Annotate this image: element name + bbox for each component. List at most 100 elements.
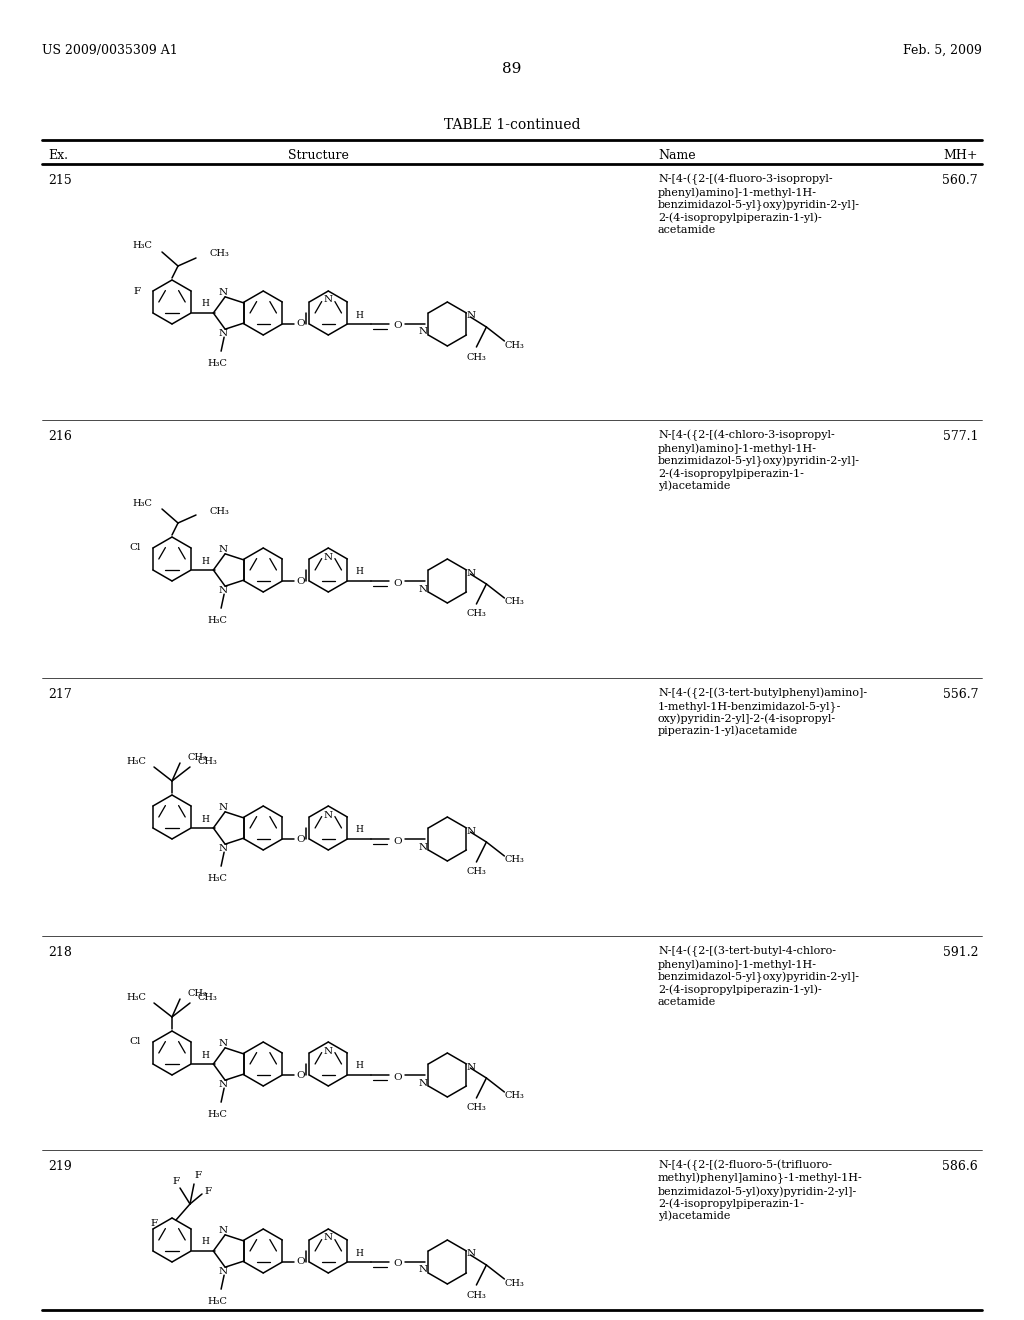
Text: H₃C: H₃C <box>132 499 152 507</box>
Text: MH+: MH+ <box>943 149 978 162</box>
Text: O: O <box>296 1071 304 1080</box>
Text: 217: 217 <box>48 688 72 701</box>
Text: CH₃: CH₃ <box>505 1092 524 1101</box>
Text: H: H <box>355 1061 364 1071</box>
Text: H₃C: H₃C <box>207 1110 227 1118</box>
Text: N: N <box>419 1266 428 1275</box>
Text: CH₃: CH₃ <box>198 756 218 766</box>
Text: Cl: Cl <box>130 1038 141 1047</box>
Text: N: N <box>324 296 333 305</box>
Text: H₃C: H₃C <box>207 615 227 624</box>
Text: H₃C: H₃C <box>126 993 146 1002</box>
Text: N: N <box>467 1063 476 1072</box>
Text: 577.1: 577.1 <box>942 430 978 444</box>
Text: N: N <box>218 843 227 853</box>
Text: H₃C: H₃C <box>207 874 227 883</box>
Text: O: O <box>296 577 304 586</box>
Text: H₃C: H₃C <box>132 242 152 251</box>
Text: N: N <box>467 569 476 578</box>
Text: O: O <box>393 837 401 846</box>
Text: N-[4-({2-[(3-tert-butylphenyl)amino]-
1-methyl-1H-benzimidazol-5-yl}-
oxy)pyridi: N-[4-({2-[(3-tert-butylphenyl)amino]- 1-… <box>658 688 867 737</box>
Text: N: N <box>218 804 227 812</box>
Text: CH₃: CH₃ <box>505 341 524 350</box>
Text: H₃C: H₃C <box>207 1296 227 1305</box>
Text: H: H <box>201 300 209 309</box>
Text: N: N <box>467 312 476 321</box>
Text: 591.2: 591.2 <box>942 946 978 960</box>
Text: N-[4-({2-[(4-fluoro-3-isopropyl-
phenyl)amino]-1-methyl-1H-
benzimidazol-5-yl}ox: N-[4-({2-[(4-fluoro-3-isopropyl- phenyl)… <box>658 174 860 235</box>
Text: Feb. 5, 2009: Feb. 5, 2009 <box>903 44 982 57</box>
Text: N: N <box>218 1080 227 1089</box>
Text: N: N <box>324 1047 333 1056</box>
Text: 216: 216 <box>48 430 72 444</box>
Text: US 2009/0035309 A1: US 2009/0035309 A1 <box>42 44 178 57</box>
Text: N: N <box>218 1267 227 1275</box>
Text: Structure: Structure <box>288 149 348 162</box>
Text: H: H <box>355 310 364 319</box>
Text: 218: 218 <box>48 946 72 960</box>
Text: N-[4-({2-[(4-chloro-3-isopropyl-
phenyl)amino]-1-methyl-1H-
benzimidazol-5-yl}ox: N-[4-({2-[(4-chloro-3-isopropyl- phenyl)… <box>658 430 860 491</box>
Text: CH₃: CH₃ <box>188 752 208 762</box>
Text: O: O <box>296 1258 304 1266</box>
Text: O: O <box>296 834 304 843</box>
Text: TABLE 1-continued: TABLE 1-continued <box>443 117 581 132</box>
Text: F: F <box>134 286 141 296</box>
Text: H: H <box>355 568 364 577</box>
Text: CH₃: CH₃ <box>210 249 229 259</box>
Text: H: H <box>201 814 209 824</box>
Text: N: N <box>218 1039 227 1048</box>
Text: N: N <box>419 327 428 337</box>
Text: N: N <box>419 842 428 851</box>
Text: N: N <box>419 585 428 594</box>
Text: N: N <box>218 586 227 595</box>
Text: N: N <box>218 1226 227 1236</box>
Text: H: H <box>201 1051 209 1060</box>
Text: Name: Name <box>658 149 695 162</box>
Text: CH₃: CH₃ <box>467 1104 486 1113</box>
Text: 560.7: 560.7 <box>942 174 978 187</box>
Text: 89: 89 <box>503 62 521 77</box>
Text: O: O <box>393 578 401 587</box>
Text: F: F <box>195 1172 202 1180</box>
Text: CH₃: CH₃ <box>467 867 486 876</box>
Text: 215: 215 <box>48 174 72 187</box>
Text: H: H <box>355 825 364 834</box>
Text: O: O <box>393 1259 401 1269</box>
Text: F: F <box>172 1177 179 1187</box>
Text: N-[4-({2-[(3-tert-butyl-4-chloro-
phenyl)amino]-1-methyl-1H-
benzimidazol-5-yl}o: N-[4-({2-[(3-tert-butyl-4-chloro- phenyl… <box>658 946 860 1007</box>
Text: N: N <box>218 288 227 297</box>
Text: 556.7: 556.7 <box>942 688 978 701</box>
Text: CH₃: CH₃ <box>467 610 486 619</box>
Text: 586.6: 586.6 <box>942 1160 978 1173</box>
Text: N: N <box>324 810 333 820</box>
Text: N-[4-({2-[(2-fluoro-5-(trifluoro-
methyl)phenyl]amino}-1-methyl-1H-
benzimidazol: N-[4-({2-[(2-fluoro-5-(trifluoro- methyl… <box>658 1160 863 1221</box>
Text: CH₃: CH₃ <box>198 993 218 1002</box>
Text: O: O <box>296 319 304 329</box>
Text: H: H <box>355 1249 364 1258</box>
Text: CH₃: CH₃ <box>505 1279 524 1287</box>
Text: N: N <box>419 1078 428 1088</box>
Text: 219: 219 <box>48 1160 72 1173</box>
Text: N: N <box>218 545 227 554</box>
Text: CH₃: CH₃ <box>467 1291 486 1299</box>
Text: H₃C: H₃C <box>207 359 227 368</box>
Text: CH₃: CH₃ <box>505 855 524 865</box>
Text: CH₃: CH₃ <box>505 598 524 606</box>
Text: Ex.: Ex. <box>48 149 68 162</box>
Text: N: N <box>324 553 333 561</box>
Text: O: O <box>393 1072 401 1081</box>
Text: CH₃: CH₃ <box>188 989 208 998</box>
Text: O: O <box>393 322 401 330</box>
Text: H: H <box>201 1238 209 1246</box>
Text: Cl: Cl <box>130 544 141 553</box>
Text: CH₃: CH₃ <box>467 352 486 362</box>
Text: CH₃: CH₃ <box>210 507 229 516</box>
Text: F: F <box>205 1188 212 1196</box>
Text: N: N <box>218 329 227 338</box>
Text: N: N <box>467 826 476 836</box>
Text: H: H <box>201 557 209 565</box>
Text: N: N <box>467 1250 476 1258</box>
Text: F: F <box>151 1220 158 1229</box>
Text: H₃C: H₃C <box>126 756 146 766</box>
Text: N: N <box>324 1233 333 1242</box>
